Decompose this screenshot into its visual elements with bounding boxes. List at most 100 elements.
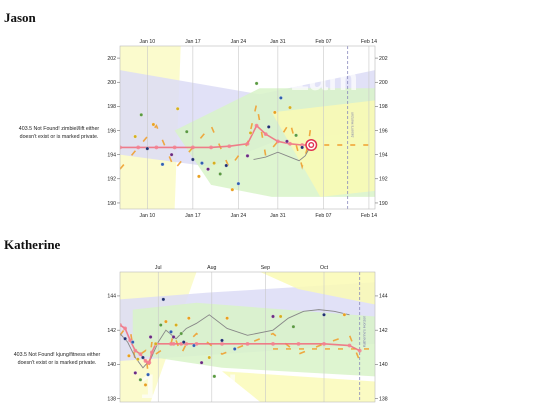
data-point (164, 319, 168, 324)
data-point (130, 340, 135, 344)
y-tick-label-left: 140 (107, 362, 116, 368)
data-point (266, 125, 271, 129)
data-point (191, 157, 195, 162)
average-point (120, 145, 122, 150)
x-tick-label-top: Aug (207, 265, 216, 271)
average-point (271, 341, 275, 346)
average-point (190, 145, 195, 150)
x-tick-label-top: Jan 24 (231, 39, 247, 45)
y-tick-label-left: 200 (107, 80, 116, 86)
data-point (160, 162, 165, 167)
average-point (245, 141, 250, 146)
data-point (291, 324, 296, 329)
x-tick-label-top: Jan 10 (140, 39, 156, 45)
data-point (278, 314, 283, 319)
y-tick-label-right: 140 (379, 362, 388, 368)
data-point (187, 316, 191, 321)
x-tick-label-top: Jan 17 (185, 39, 201, 45)
y-tick-label-left: 190 (107, 201, 116, 207)
x-tick-label-top: Jan 31 (270, 39, 286, 45)
average-point (254, 123, 259, 128)
y-tick-label-right: 198 (379, 104, 388, 110)
data-point (181, 340, 186, 344)
data-point (230, 187, 235, 192)
y-tick-label-left: 142 (107, 328, 116, 334)
plot-area: 1am Jason's Horizon (120, 46, 375, 209)
x-tick-label-bottom: Jan 24 (231, 213, 247, 219)
y-tick-label-left: 192 (107, 177, 116, 183)
trend-line (253, 144, 312, 162)
x-tick-label-bottom: Feb 14 (361, 213, 377, 219)
yellow-band-bottom (222, 371, 375, 402)
y-tick-label-left: 138 (107, 396, 116, 402)
chart-1: 1am Jason's Horizon 190 190 192 192 194 194 196 1… (107, 39, 387, 219)
watermark-text: 1am (290, 60, 358, 98)
data-point (133, 134, 138, 139)
data-point (199, 360, 204, 365)
data-point (248, 131, 253, 135)
data-point (169, 330, 173, 334)
data-point (288, 105, 292, 110)
y-tick-label-right: 144 (379, 294, 388, 300)
x-tick-label-bottom: Feb 07 (315, 213, 331, 219)
data-point (206, 167, 210, 172)
yellow-band-right (260, 272, 375, 305)
data-point (272, 110, 277, 115)
data-point (153, 341, 158, 346)
data-point (254, 81, 259, 86)
average-point (120, 323, 122, 327)
data-point (294, 133, 298, 138)
green-band (132, 302, 375, 377)
data-point (146, 372, 150, 377)
x-tick-label-bottom: Jan 31 (270, 213, 286, 219)
data-point (151, 122, 156, 127)
average-point (133, 348, 138, 353)
data-point (212, 161, 216, 165)
y-tick-label-left: 196 (107, 128, 116, 134)
data-point (300, 145, 304, 150)
data-point (158, 323, 163, 327)
data-point (174, 323, 178, 327)
average-point (123, 326, 127, 331)
average-point (275, 139, 280, 144)
average-point (147, 360, 152, 365)
data-point (342, 312, 347, 317)
watermark-text: 12am! (140, 368, 238, 405)
average-point (136, 145, 141, 150)
data-point (225, 316, 229, 321)
average-point (263, 132, 268, 137)
data-point (197, 174, 201, 179)
data-point (138, 377, 143, 382)
data-point (145, 146, 150, 151)
data-point (192, 343, 196, 348)
average-point (296, 341, 301, 346)
data-point (141, 355, 145, 360)
x-tick-label-top: Feb 14 (361, 39, 377, 45)
plot-frame (119, 45, 376, 210)
data-point (169, 152, 174, 157)
x-tick-label-top: Oct (320, 265, 329, 271)
data-point (200, 161, 204, 165)
average-point (220, 341, 224, 346)
average-point (347, 343, 352, 348)
data-point (127, 353, 131, 358)
y-tick-label-right: 192 (379, 177, 388, 183)
y-tick-label-left: 144 (107, 294, 116, 300)
data-point (175, 106, 180, 111)
average-point (245, 341, 250, 346)
data-point (285, 139, 289, 144)
average-point (171, 341, 176, 346)
data-point (224, 163, 229, 168)
plot-area: 12am! Katherine's Horizon (120, 272, 375, 405)
average-point (138, 352, 143, 357)
data-point (279, 96, 283, 100)
data-point (161, 297, 166, 302)
error-line-2: doesn't exist or is marked private. (19, 133, 99, 140)
data-point (245, 154, 250, 158)
data-point (148, 335, 153, 339)
error-line-1: 403.5 Not Found! zimbiel/lift either (18, 126, 100, 132)
average-point (154, 145, 159, 150)
error-message-jason: 403.5 Not Found! zimbiel/lift either doe… (4, 126, 114, 141)
average-point (288, 141, 292, 146)
y-tick-label-right: 138 (379, 396, 388, 402)
